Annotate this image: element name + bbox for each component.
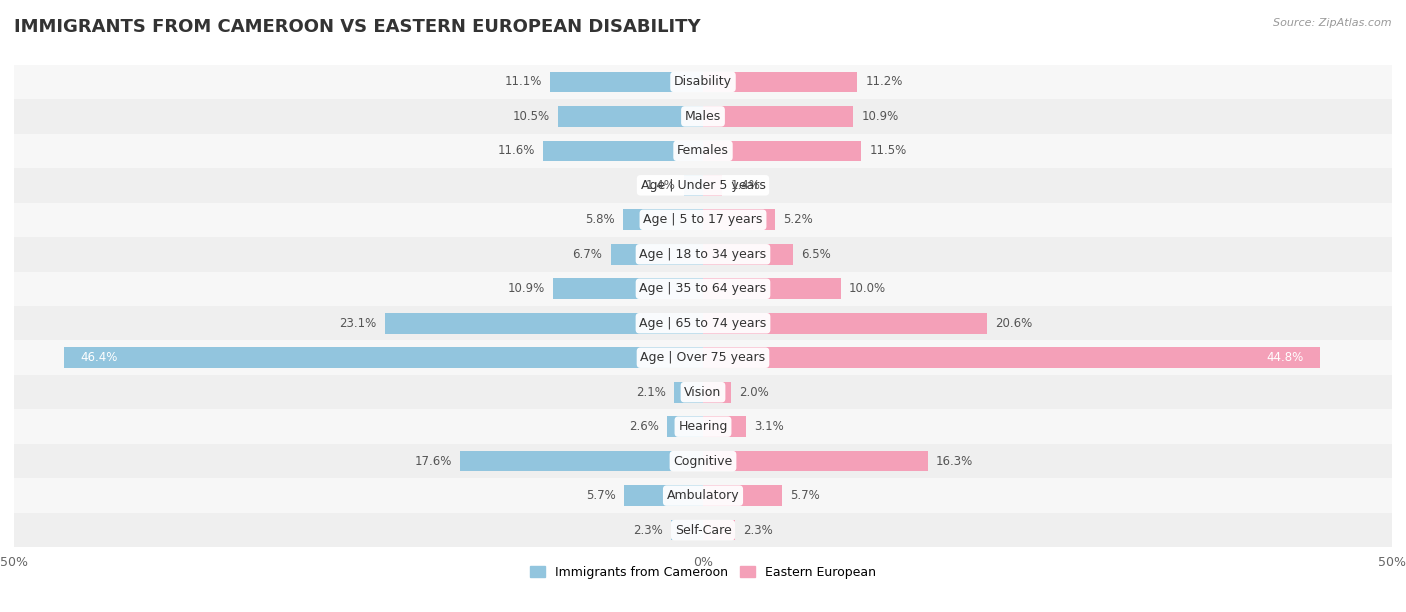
Text: 2.3%: 2.3% bbox=[742, 524, 773, 537]
Text: Self-Care: Self-Care bbox=[675, 524, 731, 537]
Text: 5.7%: 5.7% bbox=[790, 489, 820, 502]
Bar bbox=[624, 485, 703, 506]
Bar bbox=[63, 348, 703, 368]
Bar bbox=[703, 382, 731, 403]
Text: 2.6%: 2.6% bbox=[628, 420, 659, 433]
Bar bbox=[673, 382, 703, 403]
Text: 2.0%: 2.0% bbox=[738, 386, 769, 398]
Bar bbox=[623, 209, 703, 230]
Bar bbox=[14, 203, 1392, 237]
Bar bbox=[14, 306, 1392, 340]
Text: Hearing: Hearing bbox=[678, 420, 728, 433]
Text: 17.6%: 17.6% bbox=[415, 455, 453, 468]
Text: 5.7%: 5.7% bbox=[586, 489, 616, 502]
Bar bbox=[668, 416, 703, 437]
Text: Source: ZipAtlas.com: Source: ZipAtlas.com bbox=[1274, 18, 1392, 28]
Text: 10.9%: 10.9% bbox=[508, 282, 544, 295]
Bar bbox=[703, 416, 745, 437]
Bar bbox=[703, 451, 928, 471]
Bar bbox=[14, 479, 1392, 513]
Text: Age | 5 to 17 years: Age | 5 to 17 years bbox=[644, 214, 762, 226]
Bar bbox=[461, 451, 703, 471]
Bar bbox=[703, 278, 841, 299]
Text: 16.3%: 16.3% bbox=[936, 455, 973, 468]
Text: 5.2%: 5.2% bbox=[783, 214, 813, 226]
Bar bbox=[703, 244, 793, 264]
Bar bbox=[543, 141, 703, 161]
Text: Age | 35 to 64 years: Age | 35 to 64 years bbox=[640, 282, 766, 295]
Bar bbox=[14, 168, 1392, 203]
Bar bbox=[14, 444, 1392, 479]
Bar bbox=[703, 141, 862, 161]
Text: 11.6%: 11.6% bbox=[498, 144, 534, 157]
Text: 44.8%: 44.8% bbox=[1267, 351, 1303, 364]
Text: 3.1%: 3.1% bbox=[754, 420, 783, 433]
Text: Age | Over 75 years: Age | Over 75 years bbox=[641, 351, 765, 364]
Text: Age | 18 to 34 years: Age | 18 to 34 years bbox=[640, 248, 766, 261]
Text: Age | Under 5 years: Age | Under 5 years bbox=[641, 179, 765, 192]
Text: 10.9%: 10.9% bbox=[862, 110, 898, 123]
Text: 10.5%: 10.5% bbox=[513, 110, 550, 123]
Text: 6.5%: 6.5% bbox=[801, 248, 831, 261]
Text: Age | 65 to 74 years: Age | 65 to 74 years bbox=[640, 317, 766, 330]
Text: Vision: Vision bbox=[685, 386, 721, 398]
Bar bbox=[671, 520, 703, 540]
Bar bbox=[14, 409, 1392, 444]
Bar bbox=[553, 278, 703, 299]
Bar bbox=[703, 520, 735, 540]
Bar bbox=[703, 106, 853, 127]
Bar bbox=[14, 272, 1392, 306]
Bar bbox=[14, 99, 1392, 133]
Text: 2.1%: 2.1% bbox=[636, 386, 666, 398]
Bar bbox=[610, 244, 703, 264]
Text: Cognitive: Cognitive bbox=[673, 455, 733, 468]
Bar bbox=[703, 313, 987, 334]
Text: 23.1%: 23.1% bbox=[339, 317, 377, 330]
Bar bbox=[14, 375, 1392, 409]
Bar bbox=[703, 485, 782, 506]
Text: Ambulatory: Ambulatory bbox=[666, 489, 740, 502]
Text: Males: Males bbox=[685, 110, 721, 123]
Bar bbox=[703, 348, 1320, 368]
Text: 1.4%: 1.4% bbox=[645, 179, 675, 192]
Bar bbox=[385, 313, 703, 334]
Bar bbox=[703, 209, 775, 230]
Text: 20.6%: 20.6% bbox=[995, 317, 1032, 330]
Bar bbox=[703, 175, 723, 196]
Text: IMMIGRANTS FROM CAMEROON VS EASTERN EUROPEAN DISABILITY: IMMIGRANTS FROM CAMEROON VS EASTERN EURO… bbox=[14, 18, 700, 36]
Text: 1.4%: 1.4% bbox=[731, 179, 761, 192]
Text: 2.3%: 2.3% bbox=[633, 524, 664, 537]
Text: 5.8%: 5.8% bbox=[585, 214, 614, 226]
Bar bbox=[550, 72, 703, 92]
Bar bbox=[14, 65, 1392, 99]
Text: Females: Females bbox=[678, 144, 728, 157]
Bar bbox=[558, 106, 703, 127]
Text: 11.5%: 11.5% bbox=[870, 144, 907, 157]
Bar bbox=[14, 237, 1392, 272]
Bar bbox=[703, 72, 858, 92]
Bar bbox=[14, 340, 1392, 375]
Text: 46.4%: 46.4% bbox=[80, 351, 118, 364]
Bar bbox=[683, 175, 703, 196]
Text: 11.2%: 11.2% bbox=[866, 75, 903, 88]
Legend: Immigrants from Cameroon, Eastern European: Immigrants from Cameroon, Eastern Europe… bbox=[524, 561, 882, 584]
Text: Disability: Disability bbox=[673, 75, 733, 88]
Text: 6.7%: 6.7% bbox=[572, 248, 602, 261]
Text: 10.0%: 10.0% bbox=[849, 282, 886, 295]
Bar bbox=[14, 133, 1392, 168]
Text: 11.1%: 11.1% bbox=[505, 75, 541, 88]
Bar bbox=[14, 513, 1392, 547]
